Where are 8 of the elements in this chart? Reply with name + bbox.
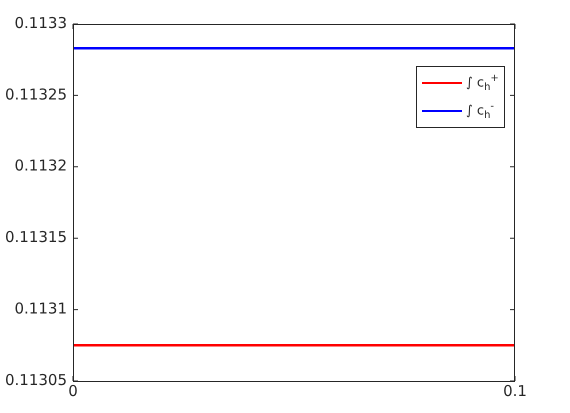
y-tick-label: 0.1132 — [14, 156, 67, 175]
y-tick-label: 0.11305 — [4, 370, 67, 389]
y-tick-label: 0.1131 — [14, 299, 67, 318]
x-tick-label: 0.1 — [503, 382, 527, 400]
x-tick-label: 0 — [68, 382, 78, 400]
y-tick-label: 0.11315 — [4, 228, 67, 246]
y-tick-label: 0.1133 — [14, 14, 67, 32]
y-tick-label: 0.11325 — [4, 85, 67, 104]
